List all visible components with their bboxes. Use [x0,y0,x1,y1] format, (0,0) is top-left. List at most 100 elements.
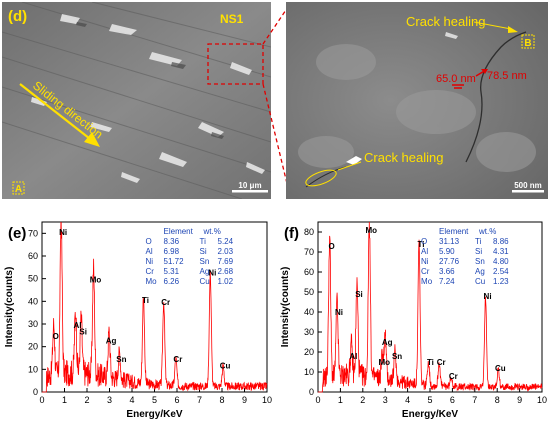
table-cell: 51.72 [164,257,185,266]
y-tick-label: 30 [304,327,314,337]
y-tick-label: 10 [28,364,38,374]
table-cell: Ti [475,237,482,246]
table-cell: 2.54 [493,267,509,276]
table-cell: Sn [200,257,210,266]
spectrum-line [42,221,268,393]
x-axis-label-e: Energy/KeV [126,409,182,420]
table-cell: O [421,237,427,246]
x-tick-label: 4 [129,395,134,405]
table-cell: 5.24 [218,237,234,246]
table-cell: 8.86 [493,237,509,246]
table-cell: 4.31 [493,247,509,256]
table-cell: 1.02 [218,277,234,286]
y-tick-label: 20 [304,347,314,357]
x-tick-label: 6 [174,395,179,405]
y-tick-label: 70 [304,247,314,257]
y-tick-label: 50 [304,287,314,297]
peak-label: Si [355,290,363,299]
sem-image-worn-surface: Sliding direction 10 μm A (d) NS1 [2,2,271,199]
table-cell: Al [146,247,153,256]
table-cell: Cr [146,267,155,276]
zoom-connector-lines [262,3,291,197]
point-b-label: B [524,38,531,49]
table-cell: Ti [200,237,207,246]
table-cell: Mo [421,277,433,286]
table-cell: 31.13 [439,237,460,246]
y-tick-label: 60 [28,251,38,261]
table-cell: 3.66 [439,267,455,276]
peak-label: O [329,242,335,251]
y-tick-label: 30 [28,319,38,329]
y-tick-label: 20 [28,342,38,352]
table-cell: 6.26 [164,277,180,286]
y-tick-label: 40 [304,307,314,317]
scale-bar-right-label: 500 nm [514,181,542,190]
x-tick-label: 10 [537,395,547,405]
x-tick-label: 5 [152,395,157,405]
peak-label: Ni [59,228,67,237]
table-cell: Mo [146,277,158,286]
peak-label: Ag [382,338,393,347]
point-a-label: A [15,184,22,195]
table-cell: Cu [475,277,485,286]
peak-label: Ti [427,358,434,367]
table-cell: Cr [421,267,430,276]
peak-label: Sn [116,355,126,364]
x-tick-label: 4 [405,395,410,405]
y-tick-label: 60 [304,267,314,277]
table-cell: Ag [200,267,210,276]
sem-right-texture: Crack healing B 65.0 nm 78.5 nm Crack he… [286,2,548,199]
measure-78-label: 78.5 nm [487,70,527,82]
x-axis-label-f: Energy/KeV [402,409,458,420]
measure-65-label: 65.0 nm [436,73,476,85]
peak-label: Ti [142,296,149,305]
x-tick-label: 2 [360,395,365,405]
peak-label: O [53,332,59,341]
crack-healing-label-top: Crack healing [406,14,486,29]
scale-bar-left-label: 10 μm [238,181,261,190]
y-tick-label: 0 [309,387,314,397]
y-axis-label-e: Intensity(counts) [4,267,15,348]
x-tick-label: 1 [338,395,343,405]
x-tick-label: 9 [517,395,522,405]
table-cell: Al [421,247,428,256]
table-cell: 5.90 [439,247,455,256]
y-tick-label: 50 [28,274,38,284]
table-cell: 27.76 [439,257,460,266]
table-cell: 6.98 [164,247,180,256]
table-cell: Cu [200,277,210,286]
peak-label: Cu [495,364,506,373]
y-tick-label: 40 [28,296,38,306]
peak-label: Ni [208,269,216,278]
peak-label: Mo [379,358,391,367]
peak-label: Ni [484,292,492,301]
table-header-element: Element [439,227,469,236]
peak-label: Cr [161,298,170,307]
sample-label-ns1: NS1 [220,12,244,26]
peak-label: Cr [437,358,446,367]
y-tick-label: 70 [28,228,38,238]
sem-left-texture: Sliding direction 10 μm A [2,2,271,199]
table-cell: 8.36 [164,237,180,246]
x-tick-label: 9 [242,395,247,405]
x-tick-label: 0 [39,395,44,405]
table-cell: 7.24 [439,277,455,286]
table-cell: Sn [475,257,485,266]
x-tick-label: 10 [262,395,272,405]
panel-label-d: (d) [8,8,28,25]
x-tick-label: 7 [472,395,477,405]
eds-chart-f: (f) Intensity(counts) Energy/KeV 0 1 2 3 4 5 6… [280,221,547,420]
panel-label-e: (e) [8,225,26,242]
x-tick-label: 0 [315,395,320,405]
table-cell: 2.03 [218,247,234,256]
table-cell: O [146,237,152,246]
y-tick-label: 0 [33,387,38,397]
peak-label: Ni [335,308,343,317]
table-cell: 1.23 [493,277,509,286]
table-cell: Ni [146,257,154,266]
table-header-wt: wt.% [478,227,496,236]
spectrum-line [318,221,543,393]
table-cell: Si [475,247,482,256]
panel-label-f: (f) [284,225,299,242]
table-cell: 4.80 [493,257,509,266]
